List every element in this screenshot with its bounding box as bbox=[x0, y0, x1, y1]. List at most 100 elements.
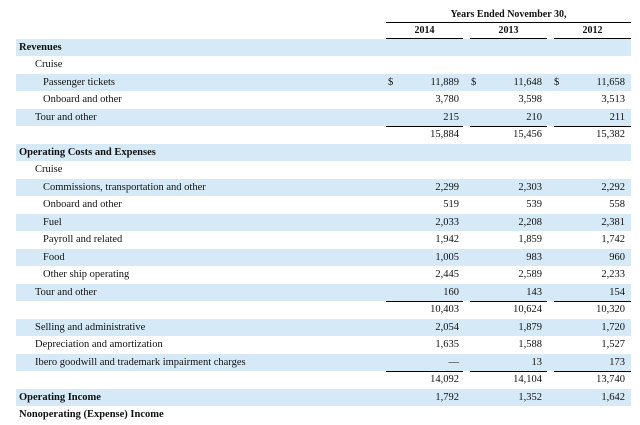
year-headers: 2014 2013 2012 bbox=[386, 24, 631, 39]
row-label: Revenues bbox=[19, 41, 62, 53]
value-cell-2012: 1,742 bbox=[601, 234, 625, 245]
column-group-title: Years Ended November 30, bbox=[450, 9, 567, 20]
value-cell-2012: 1,642 bbox=[601, 391, 625, 403]
year-header-2012: 2012 bbox=[554, 24, 631, 39]
value-cell-2013: 11,648 bbox=[513, 76, 543, 88]
subtotal-rule bbox=[470, 300, 547, 302]
row-label: Passenger tickets bbox=[43, 76, 116, 88]
row-label: Nonoperating (Expense) Income bbox=[19, 409, 164, 420]
value-cell-2012: 13,740 bbox=[596, 374, 625, 385]
subtotal-rule bbox=[554, 125, 631, 127]
value-cell-2013: 14,104 bbox=[513, 374, 542, 385]
table-row: Fuel 2,033 2,208 2,381 bbox=[16, 213, 631, 231]
value-cell-2013: 3,598 bbox=[518, 94, 542, 105]
table-row: Selling and administrative 2,054 1,879 1,72… bbox=[16, 318, 631, 336]
value-cell-2013: 539 bbox=[526, 199, 542, 210]
value-cell-2013: 1,879 bbox=[518, 321, 542, 333]
value-cell-2013: 1,588 bbox=[518, 339, 542, 350]
value-cell-2014: 11,889 bbox=[430, 76, 460, 88]
table-row: Cruise bbox=[16, 56, 631, 74]
value-cell-2012: 10,320 bbox=[596, 304, 625, 315]
row-label: Food bbox=[43, 251, 65, 263]
value-cell-2012: 1,527 bbox=[601, 339, 625, 350]
value-cell-2013: 2,589 bbox=[518, 269, 542, 280]
table-row: Commissions, transportation and other 2,2… bbox=[16, 178, 631, 196]
value-cell-2013: 1,352 bbox=[518, 391, 542, 403]
value-cell-2013: 2,208 bbox=[518, 216, 542, 228]
value-cell-2013: 983 bbox=[526, 251, 542, 263]
table-row: Onboard and other 519 539 558 bbox=[16, 196, 631, 214]
value-cell-2013: 15,456 bbox=[513, 129, 542, 140]
subtotal-rule bbox=[554, 370, 631, 372]
value-cell-2012: 173 bbox=[609, 356, 625, 368]
currency-symbol: $ bbox=[388, 76, 394, 88]
value-cell-2014: 160 bbox=[443, 286, 459, 298]
subtotal-rule bbox=[470, 125, 547, 127]
row-label: Depreciation and amortization bbox=[35, 339, 163, 350]
table-row: 15,884 15,456 15,382 bbox=[16, 126, 631, 144]
value-cell-2012: 1,720 bbox=[601, 321, 625, 333]
value-cell-2012: 558 bbox=[609, 199, 625, 210]
value-cell-2013: 210 bbox=[526, 111, 542, 123]
table-row: Operating Costs and Expenses bbox=[16, 143, 631, 161]
value-cell-2013: 1,859 bbox=[518, 234, 542, 245]
table-row: Cruise bbox=[16, 161, 631, 179]
table-row: Payroll and related 1,942 1,859 1,742 bbox=[16, 231, 631, 249]
year-header-2013: 2013 bbox=[470, 24, 547, 39]
value-cell-2014: 10,403 bbox=[430, 304, 459, 315]
row-label: Commissions, transportation and other bbox=[43, 181, 206, 193]
value-cell-2014: 1,792 bbox=[435, 391, 459, 403]
value-cell-2012: 2,292 bbox=[601, 181, 625, 193]
value-cell-2014: 2,445 bbox=[435, 269, 459, 280]
row-label: Operating Costs and Expenses bbox=[19, 146, 156, 158]
row-label: Selling and administrative bbox=[35, 321, 146, 333]
table-row: 10,403 10,624 10,320 bbox=[16, 301, 631, 319]
value-cell-2012: 15,382 bbox=[596, 129, 625, 140]
value-cell-2013: 13 bbox=[531, 356, 543, 368]
value-cell-2012: 211 bbox=[609, 111, 625, 123]
row-label: Ibero goodwill and trademark impairment … bbox=[35, 356, 246, 368]
value-cell-2012: 3,513 bbox=[601, 94, 625, 105]
table-row: Passenger tickets $ $ $11,889 11,648 11,658 bbox=[16, 73, 631, 91]
table-row: Tour and other 215 210 211 bbox=[16, 108, 631, 126]
value-cell-2013: 143 bbox=[526, 286, 542, 298]
value-cell-2014: 14,092 bbox=[430, 374, 459, 385]
value-cell-2012: 2,381 bbox=[601, 216, 625, 228]
value-cell-2014: 1,635 bbox=[435, 339, 459, 350]
table-row: Revenues bbox=[16, 38, 631, 56]
row-label: Tour and other bbox=[35, 286, 97, 298]
currency-symbol: $ bbox=[471, 76, 477, 88]
value-cell-2014: 519 bbox=[443, 199, 459, 210]
table-row: Other ship operating 2,445 2,589 2,233 bbox=[16, 266, 631, 284]
value-cell-2012: 11,658 bbox=[596, 76, 626, 88]
value-cell-2013: 10,624 bbox=[513, 304, 542, 315]
value-cell-2013: 2,303 bbox=[518, 181, 542, 193]
subtotal-rule bbox=[554, 300, 631, 302]
subtotal-rule bbox=[386, 300, 463, 302]
value-cell-2014: 15,884 bbox=[430, 129, 459, 140]
value-cell-2014: 1,942 bbox=[435, 234, 459, 245]
value-cell-2014: 3,780 bbox=[435, 94, 459, 105]
table-row: Onboard and other 3,780 3,598 3,513 bbox=[16, 91, 631, 109]
row-label: Payroll and related bbox=[43, 234, 123, 245]
currency-symbol: $ bbox=[554, 76, 560, 88]
value-cell-2012: 2,233 bbox=[601, 269, 625, 280]
value-cell-2012: 154 bbox=[609, 286, 625, 298]
row-label: Tour and other bbox=[35, 111, 97, 123]
year-header-2014: 2014 bbox=[386, 24, 463, 39]
subtotal-rule bbox=[386, 125, 463, 127]
value-cell-2014: — bbox=[448, 356, 460, 368]
table-row: Ibero goodwill and trademark impairment … bbox=[16, 353, 631, 371]
table-row: Tour and other 160 143 154 bbox=[16, 283, 631, 301]
header-rule bbox=[386, 22, 631, 23]
value-cell-2014: 2,033 bbox=[435, 216, 459, 228]
row-label: Onboard and other bbox=[43, 94, 122, 105]
value-cell-2012: 960 bbox=[609, 251, 625, 263]
value-cell-2014: 215 bbox=[443, 111, 459, 123]
value-cell-2014: 2,299 bbox=[435, 181, 459, 193]
value-cell-2014: 2,054 bbox=[435, 321, 459, 333]
row-label: Onboard and other bbox=[43, 199, 122, 210]
table-row: Operating Income 1,792 1,352 1,642 bbox=[16, 388, 631, 406]
subtotal-rule bbox=[386, 370, 463, 372]
table-row: Nonoperating (Expense) Income bbox=[16, 406, 631, 424]
